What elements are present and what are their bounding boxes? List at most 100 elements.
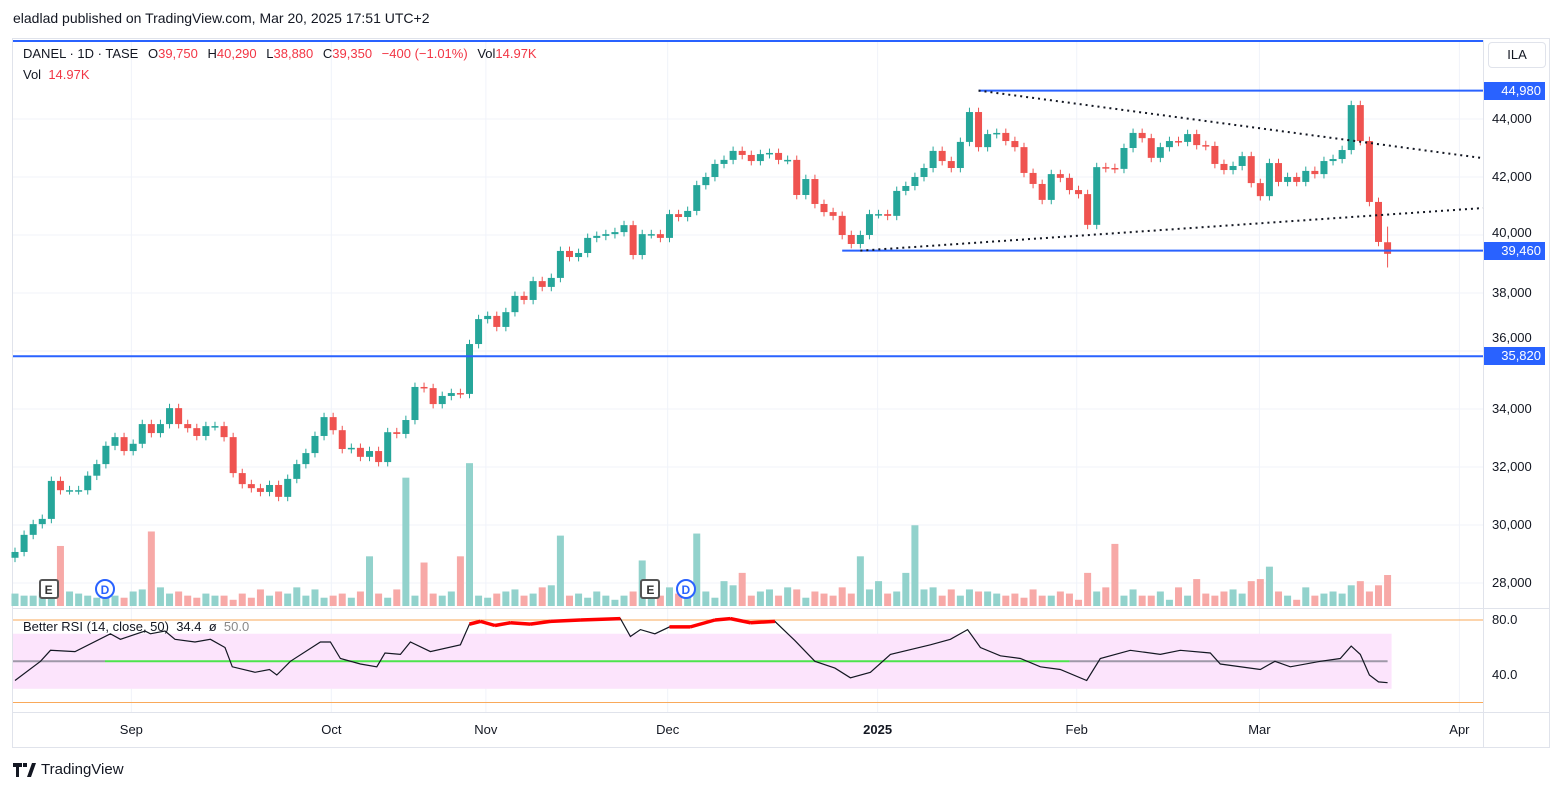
candle-body xyxy=(1165,141,1173,148)
candle-up xyxy=(166,403,174,429)
candle-up xyxy=(638,229,646,260)
candle-up xyxy=(366,446,374,462)
candle-down xyxy=(1275,158,1283,187)
volume-bar xyxy=(384,597,392,606)
volume-bar xyxy=(1156,591,1164,606)
candle-body xyxy=(384,432,392,463)
candle-up xyxy=(384,427,392,467)
volume-bar xyxy=(1020,597,1028,606)
candle-down xyxy=(238,468,246,489)
volume-bar xyxy=(547,585,555,606)
candle-down xyxy=(975,107,983,152)
candle-body xyxy=(402,420,410,434)
candle-body xyxy=(1229,165,1237,171)
candle-down xyxy=(56,476,64,495)
candle-body xyxy=(1302,170,1310,182)
candle-down xyxy=(1002,128,1010,146)
tradingview-logo[interactable]: TradingView xyxy=(13,761,124,778)
volume-bar xyxy=(538,587,546,606)
volume-bar xyxy=(338,593,346,606)
rsi-name[interactable]: Better RSI (14, close, 50) xyxy=(23,619,169,634)
price-level-tag: 35,820 xyxy=(1484,347,1545,366)
volume-bar xyxy=(375,593,383,606)
vol-value: 14.97K xyxy=(495,46,537,61)
candle-body xyxy=(211,426,219,428)
candle-down xyxy=(1138,128,1146,143)
candle-down xyxy=(838,211,846,240)
candle-down xyxy=(1111,163,1119,174)
candle-up xyxy=(529,276,537,305)
candle-body xyxy=(393,432,401,434)
earnings-marker-icon[interactable]: E xyxy=(38,579,59,599)
volume-bar xyxy=(1002,595,1010,606)
volume-bar xyxy=(856,556,864,606)
candle-body xyxy=(1275,163,1283,182)
candle-up xyxy=(1338,145,1346,164)
candle-down xyxy=(520,291,528,305)
candle-down xyxy=(247,479,255,493)
candle-body xyxy=(1284,177,1292,182)
candle-body xyxy=(656,234,664,238)
open-value: 39,750 xyxy=(158,46,198,61)
candle-up xyxy=(20,530,28,557)
rsi-ma-symbol: ø xyxy=(208,619,217,634)
candle-up xyxy=(438,391,446,409)
volume-bar xyxy=(1338,593,1346,606)
candle-body xyxy=(275,484,283,497)
volume-bar xyxy=(402,477,410,606)
volume-bar xyxy=(584,597,592,606)
volume-label[interactable]: Vol xyxy=(23,67,42,82)
rsi-overbought-segment xyxy=(469,619,481,626)
candle-body xyxy=(1129,132,1137,148)
volume-bar xyxy=(1102,587,1110,606)
candle-up xyxy=(484,311,492,324)
tradingview-logo-icon xyxy=(13,762,36,777)
ohlc-legend: DANEL · 1D · TASE O39,750 H40,290 L38,88… xyxy=(23,46,543,61)
candle-up xyxy=(1347,100,1355,155)
volume-bar xyxy=(611,599,619,606)
candle-body xyxy=(111,437,119,446)
volume-bar xyxy=(529,593,537,606)
volume-bar xyxy=(902,572,910,606)
close-value: 39,350 xyxy=(332,46,373,61)
candle-up xyxy=(911,172,919,191)
volume-bar xyxy=(847,593,855,606)
candle-down xyxy=(493,311,501,332)
candle-up xyxy=(293,459,301,484)
candle-down xyxy=(393,427,401,439)
volume-bar xyxy=(29,595,37,606)
rsi-overbought-segment xyxy=(550,618,581,624)
currency-button[interactable]: ILA xyxy=(1488,42,1546,68)
candle-up xyxy=(320,412,328,441)
candle-body xyxy=(1347,105,1355,151)
candle-up xyxy=(620,220,628,237)
earnings-marker-icon[interactable]: E xyxy=(640,579,661,599)
symbol-label[interactable]: DANEL · 1D · TASE xyxy=(23,46,139,61)
volume-bar xyxy=(665,587,673,606)
volume-bar xyxy=(802,597,810,606)
candle-down xyxy=(120,432,128,456)
candle-body xyxy=(120,437,128,452)
candle-down xyxy=(775,148,783,165)
candle-body xyxy=(820,203,828,213)
volume-bar xyxy=(1202,593,1210,606)
candle-up xyxy=(1156,142,1164,163)
candle-body xyxy=(802,179,810,195)
volume-bar xyxy=(138,589,146,606)
candle-up xyxy=(1284,172,1292,187)
dividend-marker-icon[interactable]: D xyxy=(94,579,115,599)
volume-bar xyxy=(256,589,264,606)
candle-body xyxy=(1365,141,1373,202)
candle-body xyxy=(411,386,419,421)
candle-body xyxy=(147,424,155,434)
candle-up xyxy=(729,146,737,165)
candle-up xyxy=(647,229,655,239)
volume-bar xyxy=(156,587,164,606)
volume-bar xyxy=(1147,595,1155,606)
candle-body xyxy=(466,344,473,394)
candle-down xyxy=(1020,142,1028,178)
dividend-marker-icon[interactable]: D xyxy=(675,579,696,599)
candle-body xyxy=(484,315,492,320)
candle-body xyxy=(284,478,292,497)
